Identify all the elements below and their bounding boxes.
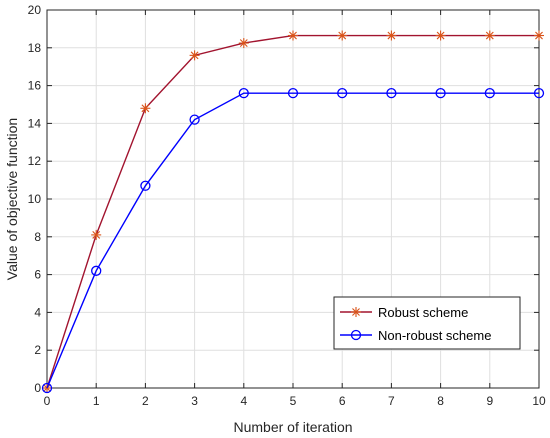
data-point-non-robust (484, 88, 495, 99)
plot-frame (46, 9, 540, 389)
data-point-robust (484, 30, 495, 41)
x-tick-label: 1 (93, 394, 100, 408)
data-point-robust (238, 38, 249, 49)
data-point-non-robust (41, 382, 53, 394)
data-point-robust (386, 30, 397, 41)
legend-box (333, 296, 521, 350)
data-point-robust (337, 30, 348, 41)
x-tick-label: 3 (191, 394, 198, 408)
y-tick-label: 20 (28, 3, 42, 17)
legend-marker-non-robust (350, 329, 362, 341)
data-point-non-robust (386, 88, 397, 99)
x-tick-label: 6 (339, 394, 346, 408)
y-axis-label: Value of objective function (4, 118, 20, 280)
legend: Robust scheme Non-robust scheme (333, 296, 521, 350)
data-point-non-robust (533, 88, 545, 99)
data-point-robust (288, 30, 298, 41)
y-tick-label: 6 (34, 268, 41, 282)
y-tick-label: 0 (34, 381, 41, 395)
y-tick-label: 10 (28, 192, 42, 206)
data-point-non-robust (435, 88, 446, 99)
legend-item-robust: Robust scheme (340, 305, 468, 320)
x-tick-label: 7 (388, 394, 395, 408)
data-point-non-robust (91, 265, 102, 276)
y-tick-label: 2 (34, 343, 41, 357)
data-point-non-robust (189, 114, 200, 125)
x-tick-label: 8 (437, 394, 444, 408)
data-point-robust (534, 30, 544, 41)
x-tick-label: 0 (44, 394, 51, 408)
legend-label-non-robust: Non-robust scheme (378, 328, 491, 343)
data-point-non-robust (287, 88, 299, 99)
y-tick-label: 16 (28, 79, 42, 93)
series-line-non-robust (46, 92, 539, 389)
series-robust (42, 30, 544, 393)
x-tick-label: 9 (486, 394, 493, 408)
data-point-robust (140, 103, 151, 114)
x-tick-label: 5 (290, 394, 297, 408)
y-tick-label: 8 (34, 230, 41, 244)
x-axis-label: Number of iteration (233, 419, 352, 435)
data-point-non-robust (140, 180, 151, 191)
x-tick-label: 4 (240, 394, 247, 408)
x-tick-label: 2 (142, 394, 149, 408)
y-tick-label: 18 (28, 41, 42, 55)
legend-item-non-robust: Non-robust scheme (340, 328, 491, 343)
data-point-robust (189, 50, 200, 61)
data-point-robust (435, 30, 446, 41)
y-tick-label: 4 (34, 305, 41, 319)
data-point-non-robust (337, 88, 348, 99)
series-non-robust (41, 88, 545, 394)
x-tick-label: 10 (532, 394, 546, 408)
y-tick-label: 14 (28, 116, 42, 130)
data-point-non-robust (238, 88, 249, 99)
y-tick-label: 12 (28, 154, 42, 168)
series-layer (41, 30, 545, 394)
legend-label-robust: Robust scheme (378, 305, 468, 320)
legend-marker-robust (351, 307, 361, 317)
data-point-robust (91, 229, 102, 240)
